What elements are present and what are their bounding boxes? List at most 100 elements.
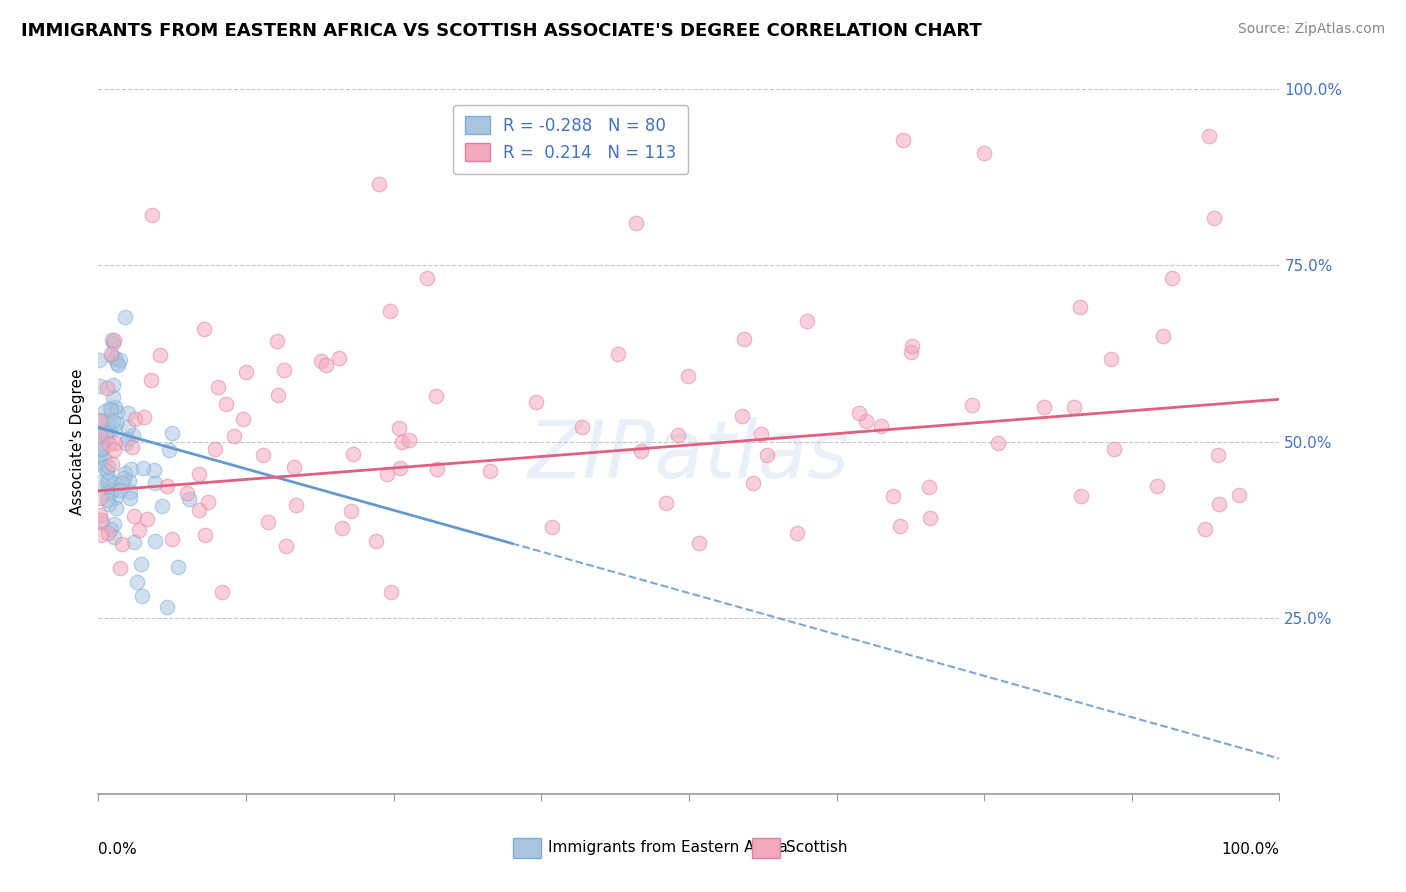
Point <box>96 492 118 507</box>
Point <box>141 374 163 388</box>
Point <box>107 359 129 373</box>
Point <box>222 429 245 443</box>
Point <box>1206 448 1229 462</box>
Point <box>1099 351 1122 366</box>
Point <box>524 395 547 409</box>
Point <box>101 378 124 392</box>
Point <box>122 535 145 549</box>
Point <box>1070 489 1092 503</box>
Point <box>918 511 941 525</box>
Point <box>89 414 111 428</box>
Text: ZIPatlas: ZIPatlas <box>527 417 851 495</box>
Point <box>1032 400 1054 414</box>
Point <box>188 467 211 481</box>
Point <box>375 467 398 481</box>
Point <box>1161 270 1184 285</box>
Point <box>630 444 652 458</box>
Point <box>89 508 111 522</box>
Point <box>100 522 122 536</box>
Point <box>150 499 173 513</box>
Point <box>389 461 412 475</box>
Point <box>101 482 124 496</box>
Point <box>1063 400 1085 414</box>
Point <box>339 503 361 517</box>
Point <box>120 461 142 475</box>
Point <box>131 557 153 571</box>
Point <box>496 157 519 171</box>
Point <box>330 521 353 535</box>
Point <box>177 492 200 507</box>
Point <box>1208 497 1230 511</box>
Point <box>688 536 710 550</box>
Point <box>606 347 628 361</box>
Point <box>104 400 127 414</box>
Point <box>342 448 364 462</box>
Point <box>108 353 131 368</box>
Point <box>187 503 209 517</box>
Point <box>624 216 647 230</box>
Point <box>89 491 111 505</box>
Point <box>266 334 288 349</box>
Point <box>156 599 179 614</box>
Point <box>796 313 818 327</box>
Point <box>1102 442 1125 456</box>
Text: Source: ZipAtlas.com: Source: ZipAtlas.com <box>1237 22 1385 37</box>
Point <box>128 523 150 537</box>
Point <box>94 425 117 440</box>
Point <box>132 410 155 425</box>
Point <box>273 362 295 376</box>
Point <box>103 475 125 490</box>
Point <box>232 411 254 425</box>
Point <box>918 480 941 494</box>
Point <box>426 462 449 476</box>
Point <box>111 537 134 551</box>
Text: IMMIGRANTS FROM EASTERN AFRICA VS SCOTTISH ASSOCIATE'S DEGREE CORRELATION CHART: IMMIGRANTS FROM EASTERN AFRICA VS SCOTTI… <box>21 22 981 40</box>
Point <box>193 322 215 336</box>
Point <box>108 561 131 575</box>
Point <box>541 520 564 534</box>
Point <box>89 429 111 443</box>
Point <box>571 419 593 434</box>
Point <box>97 437 120 451</box>
Point <box>103 442 125 457</box>
Point <box>103 516 125 531</box>
Point <box>901 338 924 352</box>
Point <box>900 345 922 359</box>
Point <box>97 475 120 489</box>
Point <box>742 475 765 490</box>
Point <box>479 464 502 478</box>
Point <box>114 466 136 480</box>
Point <box>112 471 135 485</box>
Point <box>100 346 122 360</box>
Point <box>98 497 121 511</box>
Point <box>1194 522 1216 536</box>
Point <box>267 388 290 402</box>
Point <box>870 419 893 434</box>
Point <box>143 533 166 548</box>
Point <box>848 406 870 420</box>
Point <box>973 146 995 161</box>
Point <box>207 380 229 394</box>
Point <box>89 379 111 393</box>
Point <box>89 450 111 464</box>
Point <box>90 413 112 427</box>
Point <box>276 539 298 553</box>
Point <box>93 460 115 475</box>
Point <box>91 436 114 450</box>
Point <box>378 303 401 318</box>
Point <box>1198 129 1220 144</box>
Point <box>101 414 124 428</box>
Point <box>90 441 112 455</box>
Text: 0.0%: 0.0% <box>98 842 138 857</box>
Point <box>731 409 754 423</box>
Point <box>124 412 146 426</box>
Point <box>103 333 125 347</box>
Point <box>157 442 180 457</box>
Point <box>118 474 141 488</box>
Point <box>120 491 142 505</box>
Point <box>204 442 226 457</box>
Point <box>90 442 112 456</box>
Point <box>751 427 773 442</box>
Point <box>1146 479 1168 493</box>
Point <box>1202 211 1225 225</box>
